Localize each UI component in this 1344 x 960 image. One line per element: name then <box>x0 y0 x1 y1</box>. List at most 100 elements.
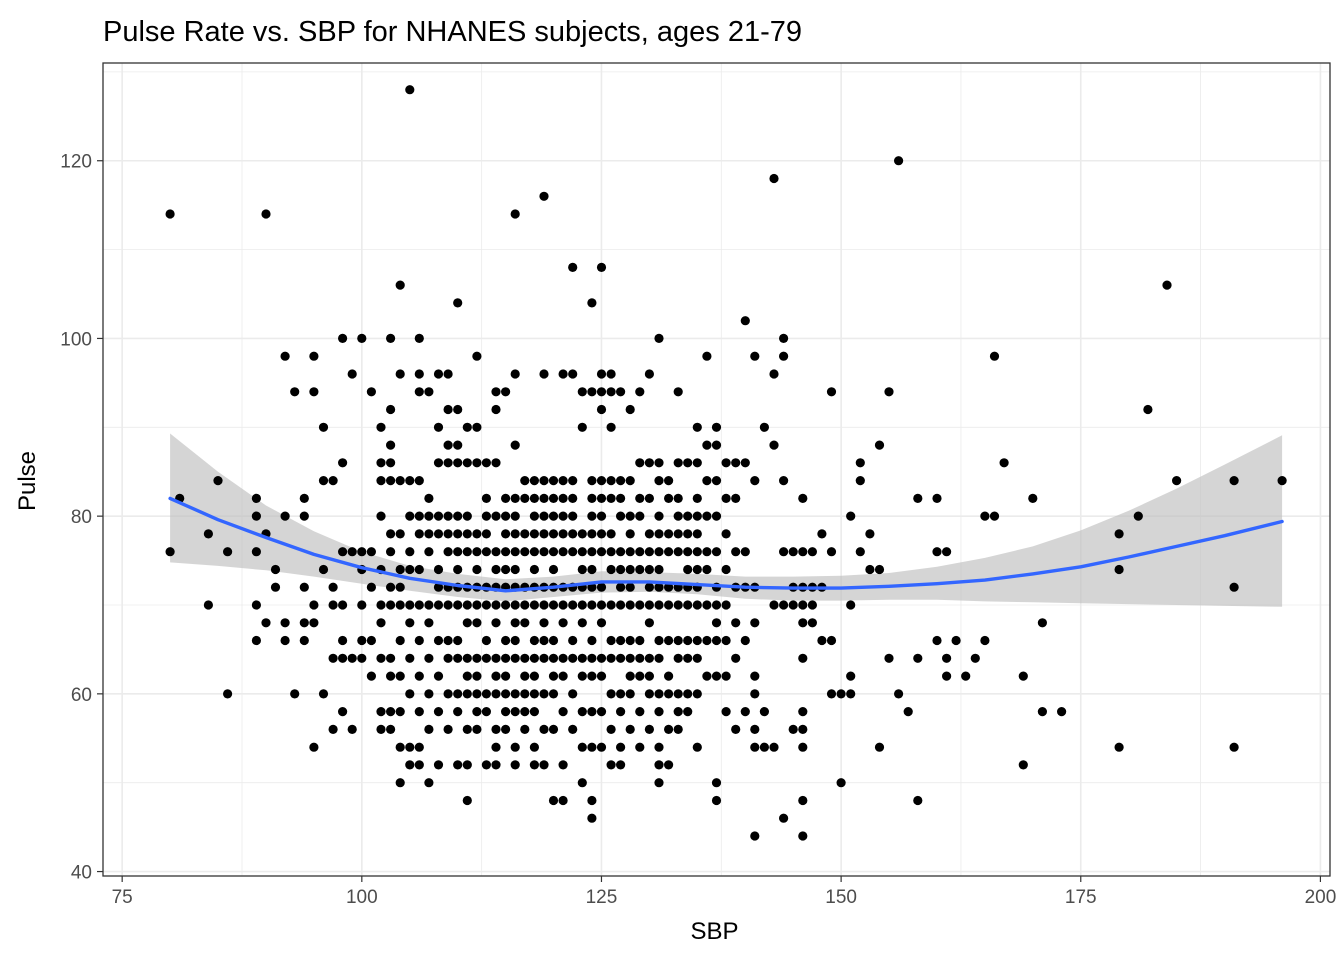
scatter-point <box>769 440 779 450</box>
scatter-point <box>702 351 712 361</box>
scatter-point <box>683 689 693 699</box>
scatter-point <box>759 707 770 717</box>
scatter-point <box>443 529 453 539</box>
scatter-point <box>299 493 309 503</box>
scatter-point <box>433 582 444 592</box>
scatter-point <box>520 689 530 699</box>
scatter-point <box>644 529 655 539</box>
scatter-point <box>932 493 942 503</box>
scatter-point <box>673 387 683 397</box>
scatter-point <box>894 156 904 166</box>
scatter-point <box>596 511 607 521</box>
scatter-point <box>644 618 655 628</box>
scatter-point <box>520 529 530 539</box>
scatter-point <box>529 760 540 770</box>
scatter-point <box>386 582 396 592</box>
scatter-point <box>309 742 319 752</box>
scatter-point <box>414 529 424 539</box>
scatter-point <box>702 600 712 610</box>
scatter-point <box>721 671 731 681</box>
scatter-point <box>338 547 348 557</box>
scatter-point <box>568 724 578 735</box>
scatter-point <box>299 511 309 521</box>
scatter-point <box>846 671 856 681</box>
scatter-point <box>395 671 405 681</box>
scatter-point <box>414 707 424 717</box>
scatter-point <box>395 742 405 752</box>
scatter-point <box>309 600 319 610</box>
scatter-point <box>711 476 722 486</box>
scatter-point <box>702 476 712 486</box>
scatter-point <box>462 724 472 735</box>
scatter-point <box>472 351 482 361</box>
scatter-point <box>711 778 722 788</box>
scatter-point <box>386 600 396 610</box>
scatter-point <box>491 387 501 397</box>
scatter-point <box>577 778 587 788</box>
scatter-point <box>453 707 463 717</box>
scatter-point <box>472 458 482 468</box>
scatter-point <box>405 689 415 699</box>
scatter-point <box>395 564 405 575</box>
scatter-point <box>616 511 626 521</box>
scatter-point <box>510 618 520 628</box>
scatter-point <box>807 618 818 628</box>
scatter-point <box>654 689 664 699</box>
scatter-point <box>673 547 683 557</box>
scatter-point <box>453 511 463 521</box>
scatter-point <box>548 724 559 735</box>
scatter-point <box>683 600 693 610</box>
scatter-point <box>424 493 434 503</box>
scatter-point <box>625 511 635 521</box>
scatter-point <box>1172 476 1182 486</box>
scatter-point <box>587 600 597 610</box>
scatter-point <box>692 547 702 557</box>
scatter-point <box>874 440 885 450</box>
scatter-point <box>481 600 491 610</box>
scatter-point <box>453 529 463 539</box>
scatter-point <box>855 476 865 486</box>
scatter-point <box>510 547 520 557</box>
scatter-point <box>654 529 664 539</box>
scatter-point <box>664 476 674 486</box>
scatter-point <box>596 618 607 628</box>
scatter-point <box>616 387 626 397</box>
scatter-point <box>798 618 808 628</box>
scatter-point <box>721 529 731 539</box>
scatter-point <box>395 280 405 290</box>
scatter-point <box>309 351 319 361</box>
scatter-point <box>376 618 386 628</box>
scatter-point <box>596 547 607 557</box>
scatter-point <box>635 671 645 681</box>
scatter-point <box>942 671 952 681</box>
scatter-point <box>529 493 540 503</box>
scatter-point <box>587 476 597 486</box>
scatter-point <box>932 635 942 646</box>
scatter-point <box>501 529 511 539</box>
scatter-point <box>558 547 568 557</box>
scatter-point <box>376 511 386 521</box>
scatter-point <box>942 547 952 557</box>
scatter-point <box>501 387 511 397</box>
scatter-point <box>558 671 568 681</box>
scatter-point <box>673 707 683 717</box>
scatter-point <box>414 476 424 486</box>
scatter-point <box>510 689 520 699</box>
scatter-point <box>395 582 405 592</box>
smooth-trend-line <box>168 496 1284 593</box>
scatter-point <box>376 458 386 468</box>
scatter-point <box>481 529 491 539</box>
scatter-point <box>692 653 702 663</box>
scatter-point <box>577 387 587 397</box>
scatter-point <box>251 547 261 557</box>
scatter-point <box>683 547 693 557</box>
scatter-point <box>491 724 501 735</box>
scatter-point <box>1229 582 1239 592</box>
scatter-point <box>568 262 578 272</box>
scatter-point <box>462 511 472 521</box>
scatter-point <box>501 653 511 663</box>
x-axis-ticks: 75 100 125 150 175 200 <box>112 876 1336 908</box>
scatter-point <box>472 547 482 557</box>
scatter-point <box>1028 493 1038 503</box>
scatter-point <box>280 635 290 646</box>
